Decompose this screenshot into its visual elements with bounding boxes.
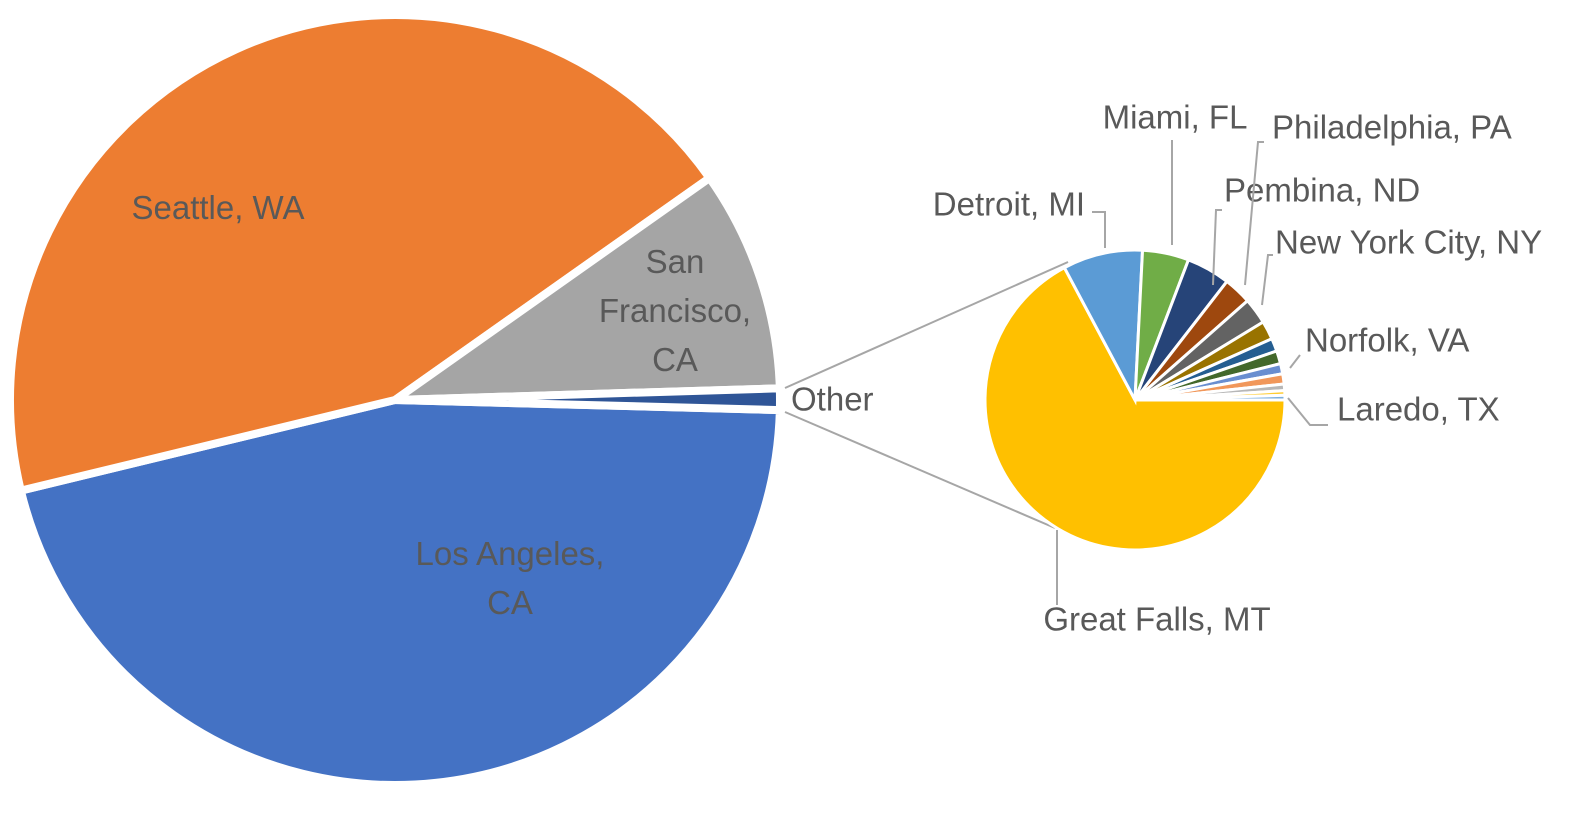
slice-label: Pembina, ND <box>1224 172 1420 209</box>
slice-label-box: Los Angeles, CA <box>415 535 605 621</box>
slice-label-box: Seattle, WA <box>131 188 305 226</box>
slice-label: Miami, FL <box>1103 99 1248 136</box>
leader-line <box>1287 397 1328 426</box>
slice-label: Other <box>791 381 874 418</box>
leader-line <box>1261 254 1273 306</box>
connector <box>784 261 1069 389</box>
leader-line <box>1092 211 1106 248</box>
pie-slice <box>1134 393 1287 402</box>
leader-line <box>1289 354 1301 369</box>
slice-label: New York City, NY <box>1275 224 1542 261</box>
slice-label: Great Falls, MT <box>1043 601 1270 638</box>
pie-slice <box>394 384 784 415</box>
slice-label: Los Angeles, CA <box>415 535 605 621</box>
pie-slice <box>15 395 784 789</box>
pie-slice <box>983 265 1287 552</box>
slice-label: San Francisco, CA <box>598 242 752 378</box>
pie-slice <box>381 172 784 405</box>
slice-label: Seattle, WA <box>131 188 305 226</box>
leader-line <box>1212 209 1222 286</box>
slice-label: Laredo, TX <box>1337 391 1500 428</box>
slice-label-box: San Francisco, CA <box>598 242 752 378</box>
connector <box>784 411 1056 529</box>
leader-line <box>1244 141 1264 286</box>
slice-label: Detroit, MI <box>933 186 1085 223</box>
slice-label: Philadelphia, PA <box>1272 109 1512 146</box>
pie-slice <box>6 11 716 496</box>
slice-label: Norfolk, VA <box>1305 322 1469 359</box>
